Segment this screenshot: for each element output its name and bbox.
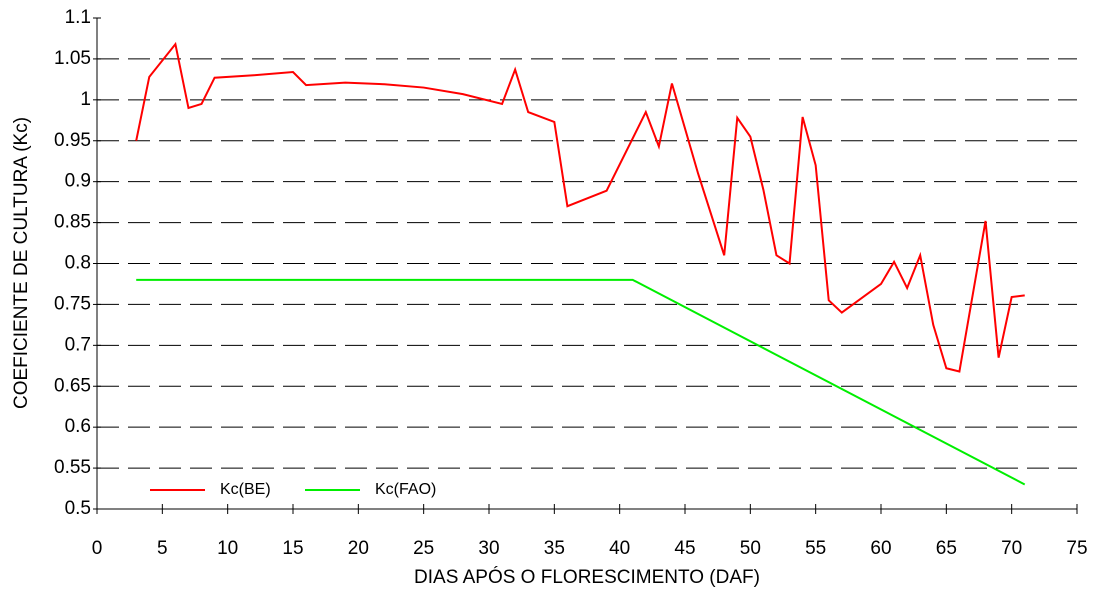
x-tick-label: 75 [1066,538,1087,559]
x-tick-label: 20 [348,538,369,559]
y-tick-label: 1 [80,89,91,110]
x-tick-label: 15 [282,538,303,559]
x-tick-label: 25 [413,538,434,559]
x-tick-label: 0 [92,538,103,559]
y-tick-label: 1.1 [65,7,91,28]
x-tick-label: 5 [157,538,168,559]
y-tick-label: 0.95 [54,130,91,151]
y-tick-label: 0.8 [65,253,91,274]
x-tick-label: 55 [805,538,826,559]
y-tick-label: 0.85 [54,212,91,233]
y-tick-label: 0.75 [54,293,91,314]
x-tick-label: 45 [674,538,695,559]
y-tick-label: 0.7 [65,334,91,355]
x-tick-label: 70 [1001,538,1022,559]
x-tick-label: 65 [936,538,957,559]
y-tick-label: 1.05 [54,48,91,69]
x-axis-title: DIAS APÓS O FLORESCIMENTO (DAF) [414,566,760,588]
legend-label: Kc(FAO) [375,481,436,498]
y-tick-label: 0.9 [65,171,91,192]
x-tick-label: 35 [544,538,565,559]
x-tick-label: 30 [478,538,499,559]
x-tick-label: 50 [740,538,761,559]
x-tick-label: 60 [870,538,891,559]
y-tick-label: 0.5 [65,498,91,519]
y-axis-title: COEFICIENTE DE CULTURA (Kc) [11,117,32,409]
series-line [136,278,1026,486]
series-line [135,41,1025,373]
y-tick-label: 0.6 [65,416,91,437]
y-tick-label: 0.65 [54,375,91,396]
legend-label: Kc(BE) [220,481,271,498]
x-tick-label: 40 [609,538,630,559]
y-tick-label: 0.55 [54,457,91,478]
x-tick-label: 10 [217,538,238,559]
